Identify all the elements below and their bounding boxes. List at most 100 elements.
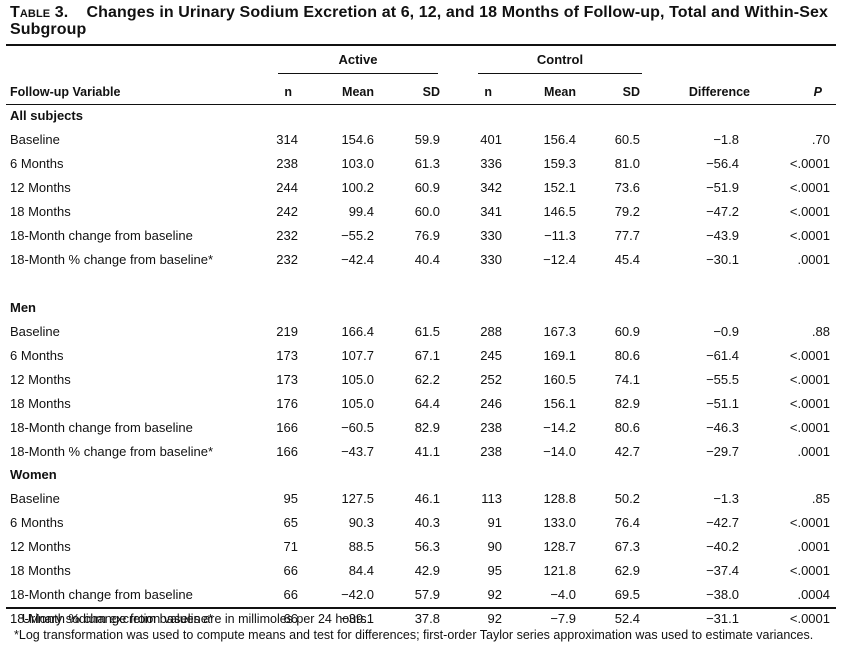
col-header-control-mean: Mean [544,85,576,99]
cell-active-sd: 40.3 [414,515,440,530]
cell-active-n: 219 [276,324,298,339]
cell-p: <.0001 [789,563,830,578]
cell-control-sd: 80.6 [614,420,640,435]
cell-difference: −1.3 [713,491,739,506]
row-label: 18-Month change from baseline [10,228,193,243]
cell-p: <.0001 [789,348,830,363]
cell-active-sd: 61.3 [414,156,440,171]
cell-active-mean: 127.5 [341,491,374,506]
cell-control-sd: 77.7 [614,228,640,243]
cell-control-mean: 121.8 [543,563,576,578]
cell-difference: −51.9 [706,180,739,195]
bottom-rule [6,607,836,609]
table-row: 12 Months 173 105.0 62.2 252 160.5 74.1 −55.5 <.… [0,372,851,396]
cell-active-sd: 59.9 [414,132,440,147]
row-label: 18 Months [10,204,71,219]
cell-difference: −1.8 [713,132,739,147]
cell-p: <.0001 [789,420,830,435]
group-header-control: Control [536,52,584,67]
cell-control-mean: 152.1 [543,180,576,195]
table-row: Baseline 95 127.5 46.1 113 128.8 50.2 −1.3 .85 [0,491,851,515]
group-underline-active [278,73,438,74]
cell-active-mean: 105.0 [341,396,374,411]
cell-control-mean: 160.5 [543,372,576,387]
cell-active-n: 71 [283,539,298,554]
table-row: 6 Months 173 107.7 67.1 245 169.1 80.6 −61.4 <.0… [0,348,851,372]
cell-active-mean: 100.2 [341,180,374,195]
cell-active-n: 166 [276,420,298,435]
table-row: 12 Months 244 100.2 60.9 342 152.1 73.6 −51.9 <.… [0,180,851,204]
table-row: Baseline 219 166.4 61.5 288 167.3 60.9 −0.9 .88 [0,324,851,348]
cell-control-n: 92 [487,611,502,626]
cell-control-mean: 128.8 [543,491,576,506]
cell-active-n: 232 [276,252,298,267]
table-row: 6 Months 65 90.3 40.3 91 133.0 76.4 −42.7 <.0001 [0,515,851,539]
cell-p: .0001 [797,539,830,554]
cell-active-n: 176 [276,396,298,411]
cell-control-sd: 82.9 [614,396,640,411]
cell-active-n: 242 [276,204,298,219]
cell-control-mean: −14.0 [543,444,576,459]
cell-active-mean: 107.7 [341,348,374,363]
cell-control-sd: 79.2 [614,204,640,219]
cell-active-n: 232 [276,228,298,243]
col-header-control-n: n [484,85,492,99]
cell-active-sd: 61.5 [414,324,440,339]
col-header-difference: Difference [688,85,750,99]
cell-control-n: 336 [480,156,502,171]
cell-p: .85 [811,491,830,506]
cell-control-mean: 133.0 [543,515,576,530]
cell-difference: −46.3 [706,420,739,435]
cell-control-n: 95 [487,563,502,578]
table-row: 12 Months 71 88.5 56.3 90 128.7 67.3 −40.2 .0001 [0,539,851,563]
col-header-active-n: n [284,85,292,99]
row-label: 12 Months [10,539,71,554]
cell-difference: −0.9 [713,324,739,339]
cell-difference: −29.7 [706,444,739,459]
cell-active-mean: 88.5 [348,539,374,554]
col-header-variable: Follow-up Variable [10,85,121,99]
cell-control-mean: 167.3 [543,324,576,339]
cell-active-sd: 46.1 [414,491,440,506]
cell-difference: −40.2 [706,539,739,554]
cell-active-n: 238 [276,156,298,171]
table-row: 18-Month change from baseline 232 −55.2 76.… [0,228,851,252]
cell-active-n: 65 [283,515,298,530]
table-row: 18-Month change from baseline 166 −60.5 82.… [0,420,851,444]
cell-p: <.0001 [789,396,830,411]
cell-p: .0001 [797,252,830,267]
footnote-log: *Log transformation was used to compute … [14,628,814,642]
row-label: Baseline [10,491,60,506]
cell-control-sd: 80.6 [614,348,640,363]
cell-p: <.0001 [789,611,830,626]
cell-control-mean: −14.2 [543,420,576,435]
cell-difference: −56.4 [706,156,739,171]
cell-control-sd: 60.5 [614,132,640,147]
cell-active-mean: 105.0 [341,372,374,387]
cell-control-n: 401 [480,132,502,147]
footnote-units: Urinary sodium excretion values are in m… [22,612,371,626]
cell-active-n: 66 [283,587,298,602]
cell-p: .88 [811,324,830,339]
cell-active-mean: 99.4 [348,204,374,219]
cell-p: .0001 [797,444,830,459]
cell-active-sd: 60.9 [414,180,440,195]
section-title: All subjects [10,108,83,123]
cell-active-sd: 56.3 [414,539,440,554]
col-header-active-sd: SD [422,85,440,99]
table-row: 18-Month % change from baseline* 232 −42.4… [0,252,851,276]
cell-control-n: 90 [487,539,502,554]
cell-p: .0004 [797,587,830,602]
cell-control-sd: 67.3 [614,539,640,554]
header-rule [6,104,836,105]
row-label: Baseline [10,132,60,147]
cell-active-n: 66 [283,563,298,578]
row-label: 18 Months [10,563,71,578]
cell-control-n: 252 [480,372,502,387]
table-row: 18 Months 176 105.0 64.4 246 156.1 82.9 −51.1 <.… [0,396,851,420]
section-title: Women [10,467,57,482]
cell-p: <.0001 [789,156,830,171]
cell-difference: −31.1 [706,611,739,626]
table-row: 18 Months 242 99.4 60.0 341 146.5 79.2 −47.2 <.0… [0,204,851,228]
